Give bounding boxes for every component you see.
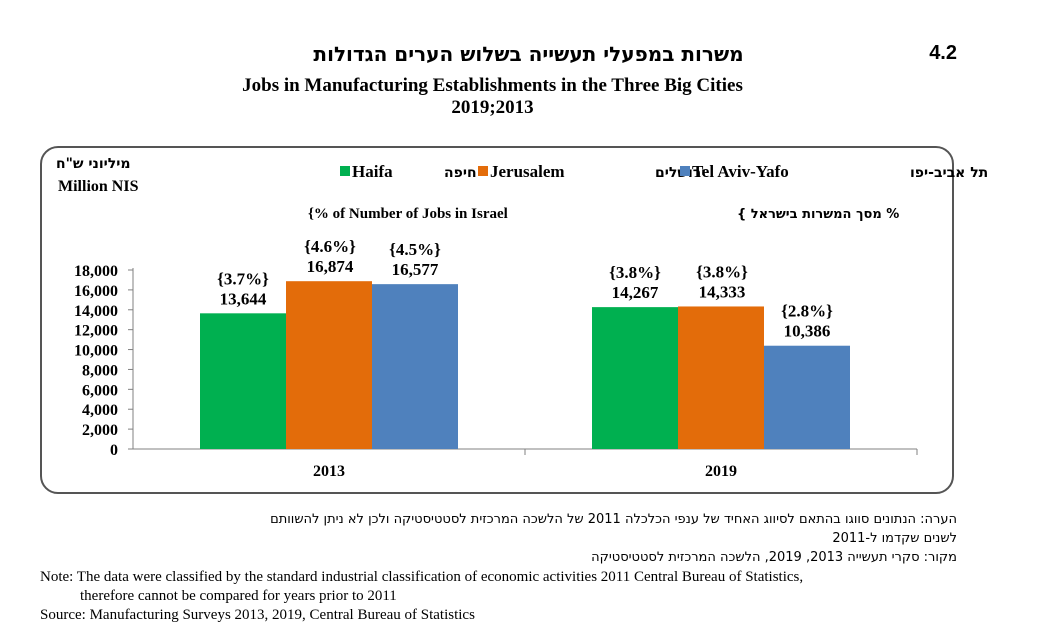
note-english-line1: Note: The data were classified by the st… — [40, 569, 804, 585]
y-tick-label: 2,000 — [82, 422, 118, 439]
value-label: 14,333 — [699, 282, 746, 301]
percent-label: {4.6%} — [304, 237, 356, 256]
bar-haifa-2019 — [592, 307, 678, 449]
legend: HaifaחיפהJerusalemירושליםTel Aviv-Yafoתל… — [340, 162, 988, 181]
legend-label-hebrew: חיפה — [444, 165, 477, 181]
bars — [200, 281, 850, 449]
percent-label: {3.8%} — [609, 263, 661, 282]
legend-label-hebrew: תל אביב-יפו — [910, 165, 988, 181]
value-label: 16,874 — [307, 257, 354, 276]
x-tick-label: 2019 — [705, 463, 737, 480]
percent-label: {4.5%} — [389, 240, 441, 259]
y-tick-label: 14,000 — [74, 303, 118, 320]
figure-number: 4.2 — [929, 42, 957, 64]
percent-label: {2.8%} — [781, 302, 833, 321]
subtitle-years: 2019;2013 — [451, 97, 534, 118]
y-unit-english: Million NIS — [58, 178, 139, 195]
value-label: 10,386 — [784, 322, 831, 341]
legend-swatch-haifa — [340, 166, 350, 176]
bar-haifa-2013 — [200, 313, 286, 449]
bar-tel-aviv-yafo-2013 — [372, 284, 458, 449]
bar-jerusalem-2019 — [678, 306, 764, 449]
legend-swatch-tel-aviv-yafo — [680, 166, 690, 176]
source-hebrew: מקור: סקרי תעשייה 2013, 2019, הלשכה המרכ… — [591, 550, 957, 565]
legend-label-english: Jerusalem — [490, 162, 565, 181]
percent-label: {3.8%} — [696, 262, 748, 281]
chart-frame — [40, 146, 954, 494]
source-english: Source: Manufacturing Surveys 2013, 2019… — [40, 607, 475, 623]
title-english: Jobs in Manufacturing Establishments in … — [242, 75, 743, 96]
y-tick-label: 16,000 — [74, 283, 118, 300]
legend-swatch-jerusalem — [478, 166, 488, 176]
value-label: 14,267 — [612, 283, 659, 302]
note-english-line2: therefore cannot be compared for years p… — [80, 588, 397, 604]
legend-label-english: Haifa — [352, 162, 393, 181]
y-tick-label: 4,000 — [82, 402, 118, 419]
y-tick-label: 10,000 — [74, 343, 118, 360]
percent-note-hebrew: % מסך המשרות בישראל } — [737, 207, 899, 222]
note-hebrew-line2: לשנים שקדמו ל-2011 — [832, 531, 957, 546]
percent-label: {3.7%} — [217, 269, 269, 288]
y-tick-label: 0 — [110, 442, 118, 459]
bar-tel-aviv-yafo-2019 — [764, 345, 850, 449]
y-tick-label: 18,000 — [74, 263, 118, 280]
y-unit-hebrew: מיליוני ש"ח — [56, 156, 131, 172]
data-labels: 13,644{3.7%}14,267{3.8%}16,874{4.6%}14,3… — [217, 237, 833, 341]
legend-label-english: Tel Aviv-Yafo — [692, 162, 789, 181]
y-tick-label: 12,000 — [74, 323, 118, 340]
y-tick-label: 6,000 — [82, 382, 118, 399]
title-hebrew: משרות במפעלי תעשייה בשלוש הערים הגדולות — [313, 42, 744, 66]
value-label: 16,577 — [392, 260, 439, 279]
bar-jerusalem-2013 — [286, 281, 372, 449]
value-label: 13,644 — [220, 289, 267, 308]
percent-note-english: {% of Number of Jobs in Israel — [308, 206, 508, 222]
y-tick-label: 8,000 — [82, 362, 118, 379]
note-hebrew-line1: הערה: הנתונים סווגו בהתאם לסיווג האחיד ש… — [270, 512, 957, 527]
x-tick-label: 2013 — [313, 463, 345, 480]
